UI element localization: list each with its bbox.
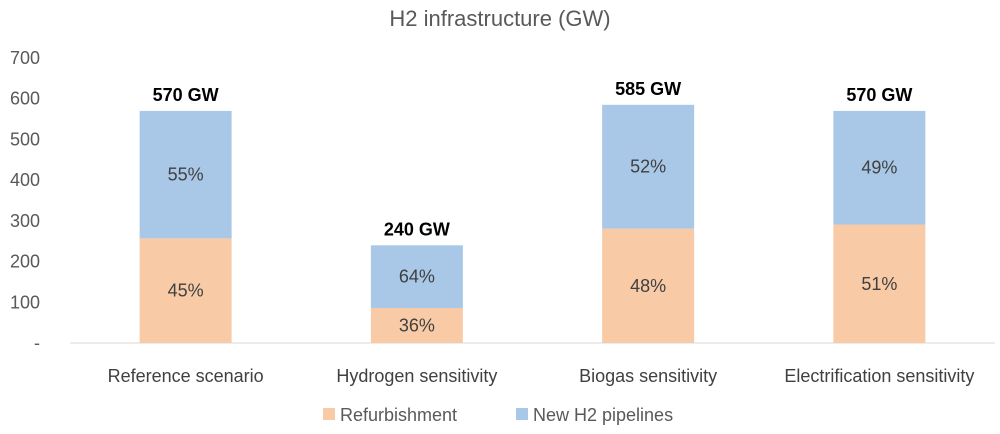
bar-segment-new-h2-pipelines: [370, 245, 463, 308]
segment-percent-label: 64%: [399, 267, 435, 287]
bar-total-label: 240 GW: [384, 219, 450, 239]
bar-segment-refurbishment: [370, 307, 463, 343]
bar-segment-new-h2-pipelines: [602, 104, 695, 229]
x-category-label: Electrification sensitivity: [784, 366, 974, 386]
legend-swatch-refurbishment: [323, 408, 335, 420]
y-tick-label: 300: [10, 211, 40, 231]
segment-percent-label: 49%: [861, 158, 897, 178]
y-tick-label: 500: [10, 129, 40, 149]
legend-swatch-new-h2-pipelines: [516, 408, 528, 420]
x-category-label: Reference scenario: [108, 366, 264, 386]
chart-title: H2 infrastructure (GW): [389, 6, 610, 31]
bar-total-label: 585 GW: [615, 79, 681, 99]
segment-percent-label: 52%: [630, 157, 666, 177]
bar-segment-refurbishment: [602, 228, 695, 343]
bar-segment-new-h2-pipelines: [833, 110, 926, 225]
segment-percent-label: 48%: [630, 276, 666, 296]
legend: Refurbishment New H2 pipelines: [323, 405, 673, 425]
legend-label: Refurbishment: [340, 405, 457, 425]
bar-segment-refurbishment: [833, 224, 926, 343]
segment-percent-label: 36%: [399, 315, 435, 335]
y-tick-label: 400: [10, 170, 40, 190]
y-tick-label: -: [34, 333, 40, 353]
bar-segment-new-h2-pipelines: [139, 110, 232, 239]
x-category-label: Biogas sensitivity: [579, 366, 717, 386]
y-tick-label: 600: [10, 89, 40, 109]
bars-group: 45% 55% 570 GW 36% 64% 240 GW 48% 52% 585 GW 51% 4…: [139, 79, 926, 343]
x-category-label: Hydrogen sensitivity: [336, 366, 497, 386]
bar-total-label: 570 GW: [153, 85, 219, 105]
legend-label: New H2 pipelines: [533, 405, 673, 425]
y-axis: - 100 200 300 400 500 600 700: [10, 48, 40, 353]
segment-percent-label: 55%: [168, 165, 204, 185]
y-tick-label: 700: [10, 48, 40, 68]
segment-percent-label: 51%: [861, 274, 897, 294]
bar-segment-refurbishment: [139, 238, 232, 343]
segment-percent-label: 45%: [168, 281, 204, 301]
y-tick-label: 100: [10, 292, 40, 312]
x-axis: Reference scenario Hydrogen sensitivity Bi…: [108, 366, 975, 386]
bar-total-label: 570 GW: [846, 85, 912, 105]
y-tick-label: 200: [10, 252, 40, 272]
